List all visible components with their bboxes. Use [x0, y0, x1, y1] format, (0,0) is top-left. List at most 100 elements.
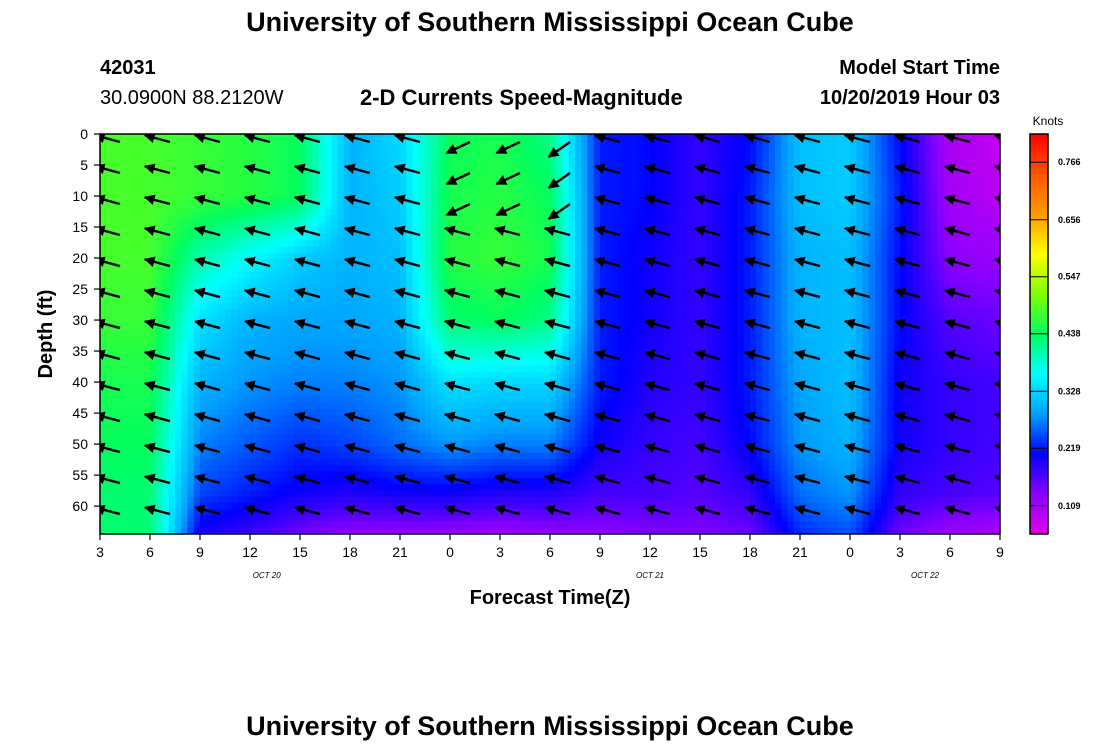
heatmap-cell [443, 134, 451, 141]
heatmap-cell [425, 296, 432, 304]
heatmap-cell [375, 165, 382, 173]
heatmap-cell [537, 490, 545, 498]
heatmap-cell [331, 209, 339, 216]
heatmap-cell [343, 190, 351, 198]
heatmap-cell [281, 152, 289, 160]
heatmap-cell [381, 159, 389, 166]
heatmap-cell [112, 165, 120, 173]
heatmap-cell [437, 490, 445, 498]
heatmap-cell [475, 252, 482, 260]
heatmap-cell [112, 402, 120, 410]
heatmap-cell [568, 371, 576, 379]
heatmap-cell [100, 334, 107, 341]
heatmap-cell [156, 271, 164, 279]
heatmap-cell [331, 159, 339, 166]
heatmap-cell [187, 177, 195, 185]
heatmap-cell [381, 315, 389, 323]
heatmap-cell [462, 165, 470, 173]
heatmap-cell [456, 134, 464, 141]
heatmap-cell [431, 390, 439, 398]
heatmap-cell [243, 265, 251, 273]
heatmap-cell [106, 202, 114, 210]
heatmap-cell [362, 359, 370, 366]
heatmap-cell [156, 202, 164, 210]
heatmap-cell [162, 340, 170, 348]
heatmap-cell [356, 402, 364, 410]
heatmap-cell [237, 409, 245, 416]
heatmap-cell [418, 146, 426, 154]
heatmap-cell [350, 521, 357, 529]
heatmap-cell [156, 240, 164, 248]
heatmap-cell [262, 390, 270, 398]
heatmap-cell [306, 196, 314, 204]
heatmap-cell [137, 315, 145, 323]
heatmap-cell [537, 284, 545, 291]
heatmap-cell [125, 415, 132, 423]
heatmap-cell [131, 521, 139, 529]
heatmap-cell [412, 346, 420, 354]
heatmap-cell [406, 452, 414, 460]
heatmap-cell [456, 409, 464, 416]
heatmap-cell [362, 515, 370, 523]
heatmap-cell [437, 471, 445, 479]
heatmap-cell [243, 171, 251, 179]
heatmap-cell [275, 284, 282, 291]
heatmap-cell [525, 246, 532, 254]
heatmap-cell [443, 221, 451, 229]
heatmap-cell [525, 459, 532, 466]
heatmap-cell [262, 190, 270, 198]
heatmap-cell [581, 446, 589, 454]
heatmap-cell [137, 146, 145, 154]
heatmap-cell [456, 177, 464, 185]
heatmap-cell [568, 502, 576, 510]
heatmap-cell [481, 446, 489, 454]
heatmap-cell [550, 302, 557, 310]
heatmap-cell [125, 240, 132, 248]
heatmap-cell [518, 509, 526, 516]
heatmap-cell [100, 490, 107, 498]
heatmap-cell [381, 296, 389, 304]
heatmap-cell [325, 496, 332, 504]
heatmap-cell [275, 246, 282, 254]
heatmap-cell [456, 502, 464, 510]
heatmap-cell [431, 365, 439, 373]
heatmap-cell [412, 321, 420, 329]
heatmap-cell [418, 359, 426, 366]
heatmap-cell [262, 234, 270, 241]
heatmap-cell [418, 396, 426, 404]
heatmap-cell [500, 359, 507, 366]
heatmap-cell [418, 165, 426, 173]
heatmap-cell [518, 409, 526, 416]
heatmap-cell [137, 159, 145, 166]
heatmap-cell [462, 496, 470, 504]
heatmap-cell [268, 346, 276, 354]
heatmap-cell [287, 315, 295, 323]
heatmap-cell [375, 440, 382, 448]
heatmap-cell [518, 440, 526, 448]
heatmap-cell [443, 459, 451, 466]
heatmap-cell [437, 440, 445, 448]
heatmap-cell [400, 334, 407, 341]
heatmap-cell [250, 515, 257, 523]
heatmap-cell [387, 527, 395, 534]
heatmap-cell [343, 202, 351, 210]
heatmap-cell [325, 471, 332, 479]
heatmap-cell [162, 384, 170, 391]
heatmap-cell [481, 159, 489, 166]
heatmap-cell [325, 527, 332, 534]
heatmap-cell [206, 402, 214, 410]
heatmap-cell [543, 515, 551, 523]
heatmap-cell [256, 190, 264, 198]
heatmap-cell [156, 140, 164, 148]
heatmap-cell [243, 140, 251, 148]
heatmap-cell [287, 221, 295, 229]
heatmap-cell [562, 271, 570, 279]
heatmap-cell [200, 371, 207, 379]
heatmap-cell [575, 515, 582, 523]
heatmap-cell [425, 440, 432, 448]
heatmap-cell [437, 265, 445, 273]
heatmap-cell [156, 434, 164, 441]
heatmap-cell [581, 484, 589, 491]
heatmap-cell [581, 402, 589, 410]
heatmap-cell [543, 509, 551, 516]
